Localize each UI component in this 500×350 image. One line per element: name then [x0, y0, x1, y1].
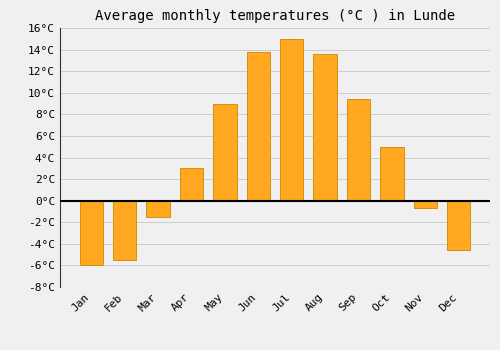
Bar	[80, 201, 103, 265]
Bar	[347, 99, 370, 201]
Bar	[146, 201, 170, 217]
Bar	[314, 54, 337, 201]
Bar	[246, 52, 270, 201]
Bar	[414, 201, 437, 208]
Bar	[213, 104, 236, 201]
Bar	[280, 39, 303, 201]
Bar	[113, 201, 136, 260]
Bar	[447, 201, 470, 250]
Bar	[380, 147, 404, 201]
Title: Average monthly temperatures (°C ) in Lunde: Average monthly temperatures (°C ) in Lu…	[95, 9, 455, 23]
Bar	[180, 168, 203, 201]
